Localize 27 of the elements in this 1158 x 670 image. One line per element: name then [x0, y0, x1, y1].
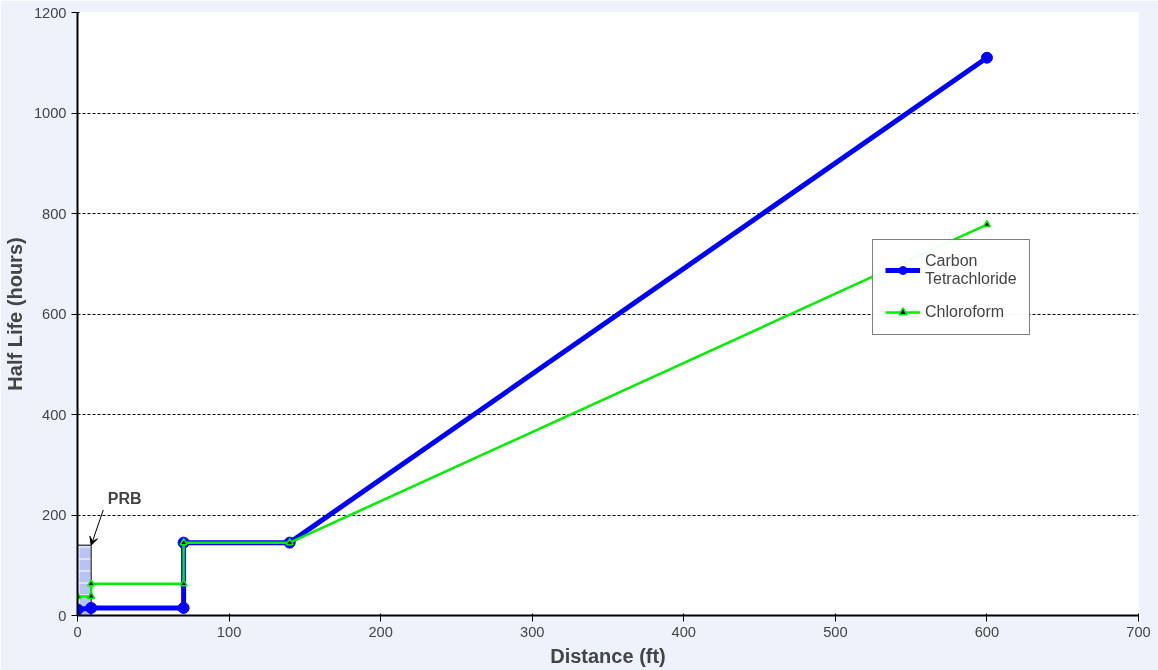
x-axis-title: Distance (ft) [550, 644, 666, 667]
y-tick-label: 600 [42, 306, 67, 322]
x-tick-label: 400 [671, 623, 697, 640]
x-tick-label: 100 [216, 623, 242, 640]
annotation: PRB [107, 490, 142, 508]
point [85, 601, 98, 614]
x-tick-label: 700 [1126, 623, 1151, 640]
y-tick-label: 800 [42, 205, 67, 222]
point [980, 51, 993, 64]
y-tick-label: 0 [58, 607, 67, 624]
y-axis-title: Half Life (hours) [3, 237, 26, 391]
legend-label: Carbon Tetrachloride [925, 252, 1017, 288]
x-tick-label: 500 [823, 623, 848, 640]
point [179, 579, 188, 587]
x-tick-label: 0 [73, 623, 82, 640]
legend-label: Chloroform [925, 303, 1005, 321]
y-tick-label: 400 [42, 406, 67, 423]
x-tick-label: 200 [368, 623, 393, 640]
point [982, 219, 992, 228]
point [177, 601, 190, 614]
y-tick-label: 1200 [33, 4, 67, 21]
y-tick-label: 1000 [33, 105, 67, 121]
x-tick-label: 600 [974, 623, 1000, 640]
point [86, 579, 96, 587]
x-tick-label: 300 [519, 623, 545, 640]
y-tick-label: 200 [42, 507, 67, 523]
point [86, 591, 96, 600]
